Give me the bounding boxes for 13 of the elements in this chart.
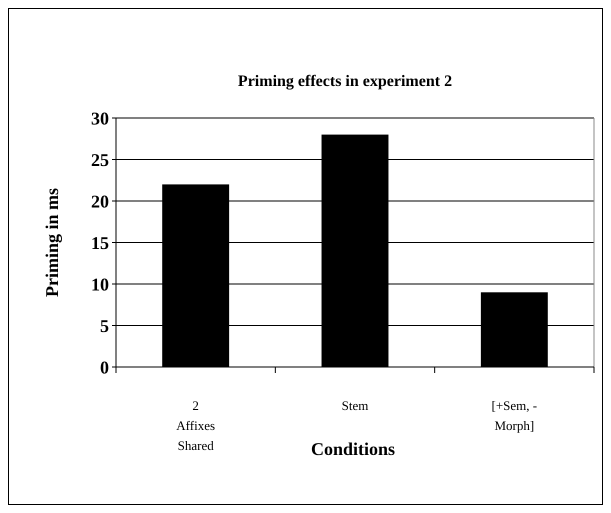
y-tick-label: 30: [91, 108, 109, 128]
x-tick-label: 2 Affixes Shared: [176, 398, 216, 453]
y-tick-label: 10: [91, 274, 109, 294]
y-tick-label: 15: [91, 232, 109, 253]
y-tick-label: 20: [91, 191, 109, 212]
y-tick-label: 25: [91, 150, 109, 170]
x-tick-label: [+Sem, - Morph]: [492, 398, 538, 433]
x-tick-label: Stem: [342, 398, 368, 413]
chart-title: Priming effects in experiment 2: [238, 73, 452, 90]
x-axis-title: Conditions: [310, 439, 396, 459]
y-tick-label: 5: [100, 316, 109, 336]
y-axis-title: Priming in ms: [42, 188, 62, 298]
y-tick-label: 0: [100, 357, 109, 378]
